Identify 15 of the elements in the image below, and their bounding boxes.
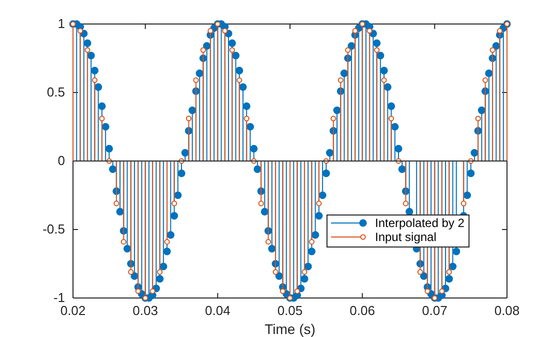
x-tick-label: 0.07 — [422, 303, 448, 318]
y-tick-label: -0.5 — [42, 222, 65, 237]
y-tick-label: 0 — [58, 153, 65, 168]
x-tick-label: 0.08 — [494, 303, 520, 318]
y-tick-label: 1 — [58, 16, 65, 32]
x-tick-label: 0.03 — [132, 303, 158, 318]
y-tick-label: 0.5 — [46, 84, 65, 100]
x-tick-label: 0.05 — [277, 303, 303, 318]
legend-label: Interpolated by 2 — [375, 216, 465, 230]
x-tick-label: 0.06 — [350, 303, 375, 318]
x-axis-title: Time (s) — [264, 321, 316, 337]
x-tick-label: 0.04 — [205, 303, 230, 318]
x-tick-label: 0.02 — [60, 303, 86, 318]
y-tick-label: -1 — [53, 290, 65, 306]
legend-label: Input signal — [375, 230, 436, 244]
